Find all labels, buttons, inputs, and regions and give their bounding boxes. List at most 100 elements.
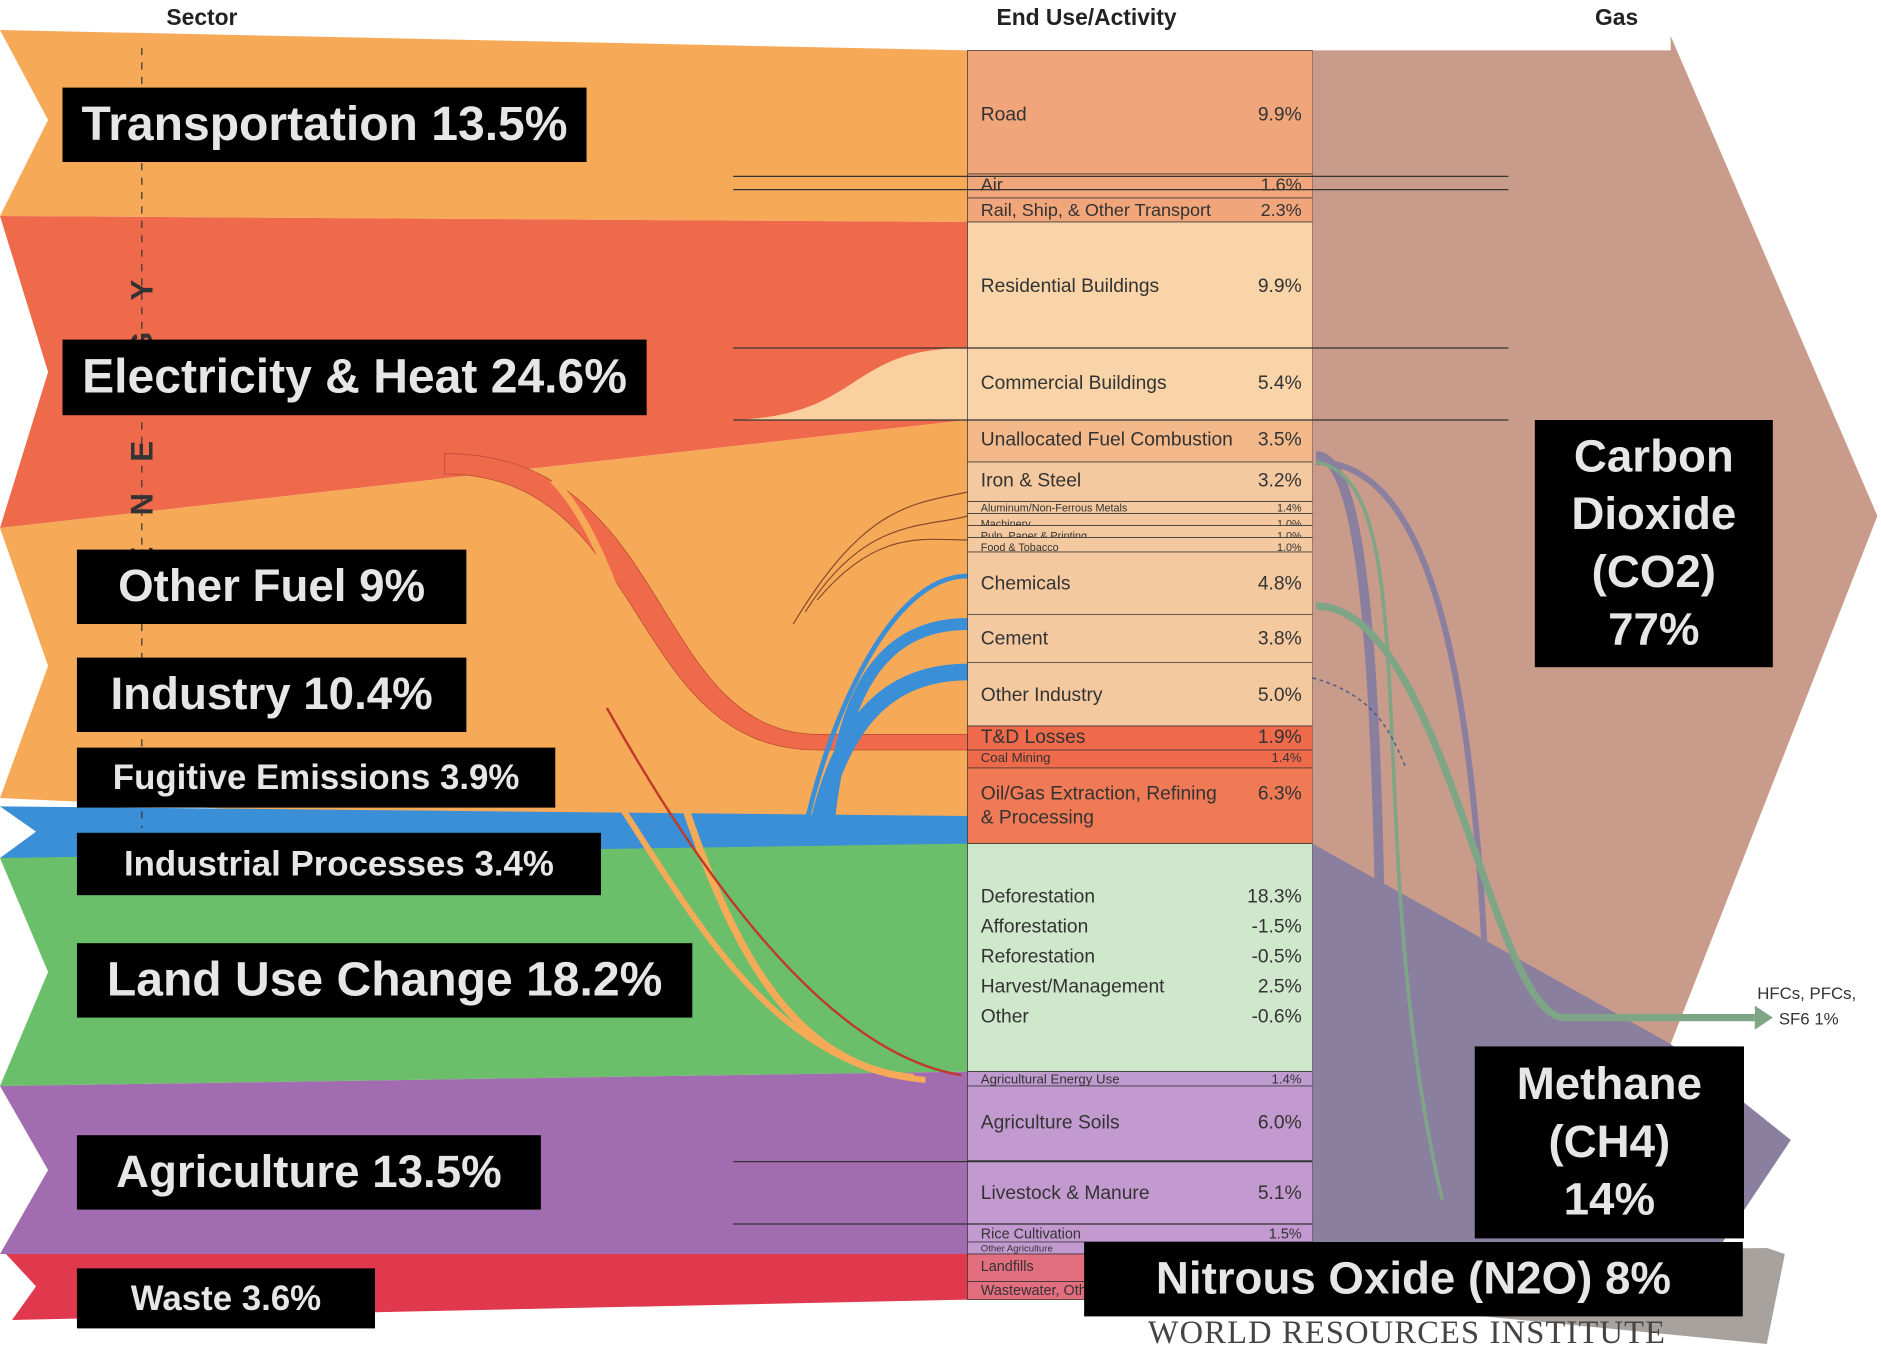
sector-label: Agriculture 13.5% bbox=[116, 1146, 502, 1197]
end-use-pct: 1.0% bbox=[1277, 542, 1302, 554]
sector-box bbox=[76, 657, 467, 732]
end-use-pct: 1.9% bbox=[1258, 727, 1302, 748]
sector-box bbox=[62, 339, 647, 416]
end-use-band bbox=[967, 767, 1313, 844]
end-use-name: Residential Buildings bbox=[981, 276, 1159, 297]
end-use-band bbox=[967, 1085, 1313, 1161]
end-use-name: Machinery bbox=[981, 518, 1031, 530]
end-use-pct: -1.5% bbox=[1251, 917, 1301, 938]
end-use-name: T&D Losses bbox=[981, 727, 1086, 748]
end-use-name: Oil/Gas Extraction, Refining & Processing bbox=[981, 783, 1217, 828]
end-use-band bbox=[967, 1160, 1313, 1225]
gas-box bbox=[1534, 420, 1773, 668]
end-use-name: Other bbox=[981, 1007, 1030, 1028]
end-use-name: Livestock & Manure bbox=[981, 1183, 1150, 1204]
end-use-band bbox=[967, 725, 1313, 751]
end-use-name: Cement bbox=[981, 629, 1049, 650]
end-use-pct: 6.3% bbox=[1258, 783, 1302, 804]
end-use-name: Aluminum/Non-Ferrous Metals bbox=[981, 503, 1128, 515]
sector-box bbox=[62, 87, 587, 162]
end-use-name: Road bbox=[981, 104, 1027, 125]
end-use-name: Reforestation bbox=[981, 947, 1095, 968]
end-use-name: Food & Tobacco bbox=[981, 542, 1059, 554]
end-use-column: Road 9.9% Air 1.6% Rail, Ship, & Other Trans… bbox=[967, 50, 1313, 1300]
sector-label: Fugitive Emissions 3.9% bbox=[113, 758, 520, 797]
end-use-pct: 3.5% bbox=[1258, 429, 1302, 450]
sector-label: Land Use Change 18.2% bbox=[107, 954, 662, 1007]
sector-label: Waste 3.6% bbox=[131, 1279, 321, 1318]
end-use-pct: -0.6% bbox=[1251, 1007, 1301, 1028]
end-use-pct: -0.5% bbox=[1251, 947, 1301, 968]
end-use-name: Landfills bbox=[981, 1259, 1034, 1275]
end-use-pct: 6.0% bbox=[1258, 1112, 1302, 1133]
end-use-pct: 1.4% bbox=[1277, 503, 1302, 515]
sector-box bbox=[76, 943, 693, 1018]
end-use-name: Agricultural Energy Use bbox=[981, 1071, 1120, 1086]
end-use-name: Commercial Buildings bbox=[981, 373, 1167, 394]
end-use-name: Deforestation bbox=[981, 887, 1095, 908]
end-use-band bbox=[967, 843, 1313, 1072]
end-use-name: Pulp, Paper & Printing bbox=[981, 530, 1087, 542]
sector-label: Transportation 13.5% bbox=[82, 98, 568, 151]
end-use-name: Rail, Ship, & Other Transport bbox=[981, 200, 1211, 220]
end-use-band bbox=[967, 662, 1313, 727]
labels: Transportation 13.5% Electricity & Heat 2… bbox=[62, 87, 1773, 1329]
end-use-band bbox=[967, 551, 1313, 615]
end-use-pct: 18.3% bbox=[1247, 887, 1301, 908]
end-use-pct: 4.8% bbox=[1258, 573, 1302, 594]
hfc-label: HFCs, PFCs, bbox=[1757, 984, 1856, 1003]
end-use-name: Chemicals bbox=[981, 573, 1071, 594]
sector-label: Electricity & Heat 24.6% bbox=[82, 351, 627, 404]
end-use-band bbox=[967, 461, 1313, 502]
gas-label: Methane (CH4) 14% bbox=[1517, 1058, 1702, 1224]
end-use-name: Coal Mining bbox=[981, 750, 1051, 765]
end-use-pct: 3.8% bbox=[1258, 629, 1302, 650]
end-use-band bbox=[967, 50, 1313, 175]
end-use-pct: 2.3% bbox=[1261, 200, 1302, 220]
end-use-pct: 1.5% bbox=[1269, 1227, 1302, 1243]
end-use-band bbox=[967, 173, 1313, 199]
end-use-name: Rice Cultivation bbox=[981, 1227, 1081, 1243]
end-use-name: Iron & Steel bbox=[981, 470, 1081, 491]
end-use-band bbox=[967, 419, 1313, 463]
end-use-pct: 9.9% bbox=[1258, 104, 1302, 125]
end-use-pct: 1.0% bbox=[1277, 518, 1302, 530]
gas-label: Carbon Dioxide (CO2) 77% bbox=[1571, 431, 1736, 655]
end-use-pct: 1.0% bbox=[1277, 530, 1302, 542]
gas-box bbox=[1474, 1046, 1744, 1239]
sector-box bbox=[76, 747, 556, 808]
gas-label: Nitrous Oxide (N2O) 8% bbox=[1156, 1253, 1671, 1304]
hfc-label: SF6 1% bbox=[1779, 1009, 1839, 1028]
header: End Use/Activity bbox=[997, 4, 1177, 30]
end-use-pct: 2.5% bbox=[1258, 977, 1302, 998]
end-use-pct: 1.6% bbox=[1261, 175, 1302, 195]
header: Gas bbox=[1595, 4, 1638, 30]
end-use-pct: 9.9% bbox=[1258, 276, 1302, 297]
end-use-band bbox=[967, 197, 1313, 223]
sector-box bbox=[76, 1135, 541, 1210]
sector-box bbox=[76, 549, 467, 624]
end-use-name: Other Agriculture bbox=[981, 1244, 1053, 1255]
end-use-pct: 5.0% bbox=[1258, 685, 1302, 706]
end-use-pct: 3.2% bbox=[1258, 470, 1302, 491]
end-use-band bbox=[967, 347, 1313, 421]
sector-label: Industrial Processes 3.4% bbox=[124, 845, 554, 884]
end-use-name: Agriculture Soils bbox=[981, 1112, 1120, 1133]
end-use-name: Unallocated Fuel Combustion bbox=[981, 429, 1233, 450]
end-use-band bbox=[967, 614, 1313, 663]
footer: WORLD RESOURCES INSTITUTE bbox=[1148, 1315, 1666, 1350]
sector-label: Industry 10.4% bbox=[110, 668, 432, 719]
end-use-name: Harvest/Management bbox=[981, 977, 1165, 998]
end-use-name: Afforestation bbox=[981, 917, 1089, 938]
end-use-name: Air bbox=[981, 175, 1003, 195]
gas-box bbox=[1084, 1242, 1743, 1317]
end-use-name: Other Industry bbox=[981, 685, 1103, 706]
end-use-pct: 1.4% bbox=[1272, 750, 1302, 765]
end-use-pct: 1.4% bbox=[1272, 1071, 1302, 1086]
end-use-pct: 5.4% bbox=[1258, 373, 1302, 394]
header: Sector bbox=[166, 4, 237, 30]
sector-label: Other Fuel 9% bbox=[118, 560, 425, 611]
sector-box bbox=[76, 1268, 375, 1329]
end-use-pct: 5.1% bbox=[1258, 1183, 1302, 1204]
